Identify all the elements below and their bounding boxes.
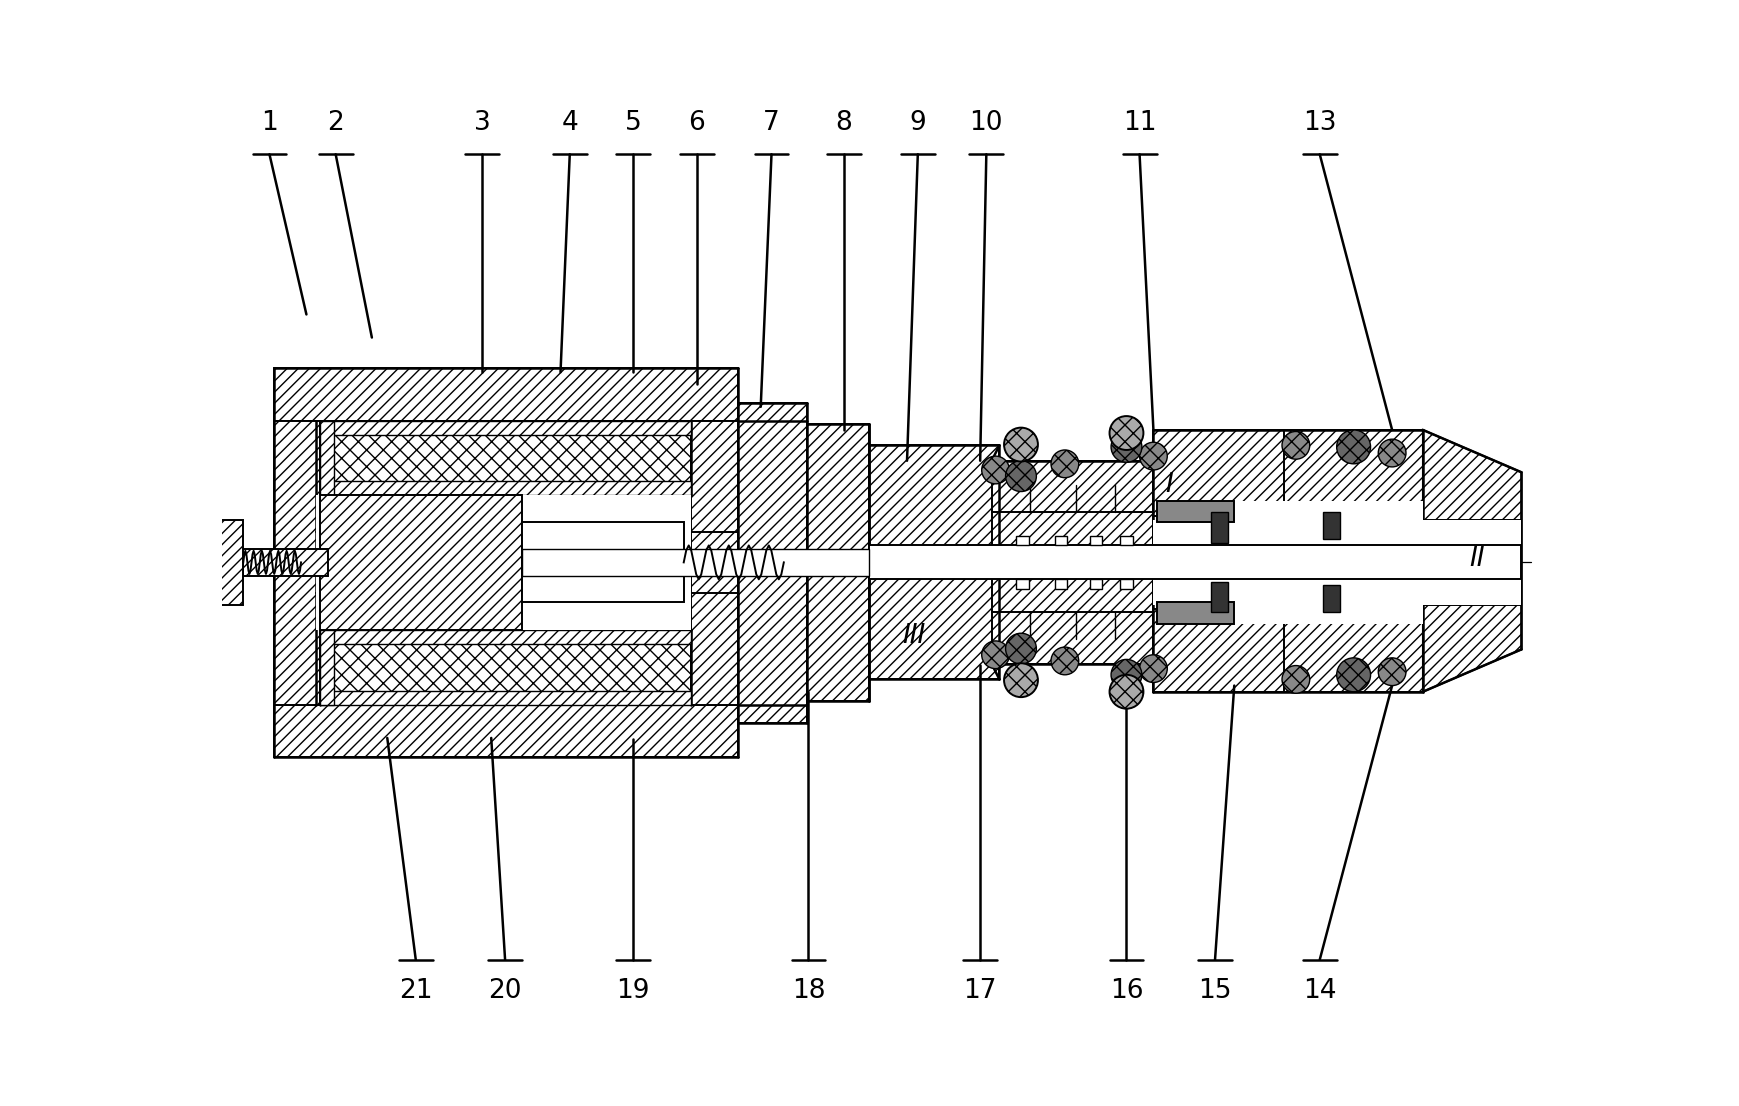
Bar xyxy=(275,368,737,420)
Text: 4: 4 xyxy=(562,109,577,136)
Circle shape xyxy=(1111,431,1143,462)
Bar xyxy=(522,549,868,576)
Bar xyxy=(1090,536,1103,545)
Text: 8: 8 xyxy=(835,109,852,136)
Bar xyxy=(1120,536,1132,545)
Bar xyxy=(737,403,807,562)
Circle shape xyxy=(1379,658,1407,686)
Bar xyxy=(320,630,692,705)
Bar xyxy=(320,691,692,705)
Bar xyxy=(807,424,868,562)
Circle shape xyxy=(1003,428,1038,461)
Text: 13: 13 xyxy=(1303,109,1337,136)
Text: I: I xyxy=(1165,472,1172,499)
Circle shape xyxy=(1139,442,1167,470)
Bar xyxy=(1056,580,1068,588)
Circle shape xyxy=(983,456,1009,483)
Bar xyxy=(320,481,692,494)
Bar xyxy=(1153,562,1423,691)
Circle shape xyxy=(1337,658,1370,691)
Circle shape xyxy=(1005,461,1036,491)
Bar xyxy=(1016,536,1029,545)
Text: 6: 6 xyxy=(689,109,706,136)
Bar xyxy=(275,420,320,705)
Text: 15: 15 xyxy=(1198,978,1231,1004)
Bar xyxy=(320,420,334,494)
Text: 14: 14 xyxy=(1303,978,1337,1004)
Text: 21: 21 xyxy=(398,978,433,1004)
Text: 3: 3 xyxy=(473,109,490,136)
Bar xyxy=(320,420,692,435)
Bar xyxy=(320,494,522,630)
Text: 9: 9 xyxy=(909,109,927,136)
Bar xyxy=(221,520,243,605)
Bar xyxy=(1153,430,1423,562)
Bar xyxy=(1323,585,1339,613)
Bar xyxy=(275,705,737,758)
Bar xyxy=(1090,580,1103,588)
Circle shape xyxy=(983,640,1009,669)
Bar xyxy=(243,549,329,576)
Bar xyxy=(1162,501,1423,624)
Circle shape xyxy=(1337,430,1370,463)
Bar xyxy=(868,562,1000,679)
Circle shape xyxy=(1282,666,1309,693)
Circle shape xyxy=(1111,659,1143,690)
Text: III: III xyxy=(903,623,925,648)
Bar xyxy=(991,461,1153,562)
Text: 19: 19 xyxy=(616,978,650,1004)
Bar xyxy=(320,630,334,705)
Text: 17: 17 xyxy=(963,978,996,1004)
Bar xyxy=(522,522,683,603)
Text: 1: 1 xyxy=(261,109,278,136)
Bar xyxy=(1423,520,1522,605)
Bar xyxy=(316,494,692,630)
Circle shape xyxy=(1109,675,1144,709)
Text: 11: 11 xyxy=(1123,109,1156,136)
Text: 10: 10 xyxy=(970,109,1003,136)
Text: 2: 2 xyxy=(327,109,344,136)
Bar xyxy=(737,562,807,722)
Circle shape xyxy=(1003,664,1038,697)
Circle shape xyxy=(1139,655,1167,682)
Text: II: II xyxy=(1469,545,1485,572)
Bar xyxy=(320,420,692,494)
Text: 20: 20 xyxy=(489,978,522,1004)
Bar xyxy=(807,562,868,701)
Bar xyxy=(1210,582,1228,613)
Circle shape xyxy=(1379,439,1407,467)
Circle shape xyxy=(1282,431,1309,459)
Bar xyxy=(1210,512,1228,543)
Bar xyxy=(991,562,1153,664)
Bar xyxy=(1156,603,1235,624)
Bar xyxy=(1156,501,1235,522)
Text: 5: 5 xyxy=(624,109,642,136)
Bar xyxy=(320,630,692,644)
Bar xyxy=(868,545,1522,580)
Text: 16: 16 xyxy=(1109,978,1143,1004)
Circle shape xyxy=(1005,634,1036,664)
Text: 18: 18 xyxy=(791,978,826,1004)
Bar xyxy=(1016,580,1029,588)
Bar xyxy=(1323,512,1339,540)
Bar xyxy=(1056,536,1068,545)
Circle shape xyxy=(1050,450,1078,478)
Circle shape xyxy=(1109,416,1144,450)
Bar xyxy=(692,420,737,705)
Text: 7: 7 xyxy=(763,109,779,136)
Bar xyxy=(1120,580,1132,588)
Bar xyxy=(868,446,1000,562)
Polygon shape xyxy=(1423,430,1522,691)
Circle shape xyxy=(1050,647,1078,675)
Bar xyxy=(1153,520,1423,605)
